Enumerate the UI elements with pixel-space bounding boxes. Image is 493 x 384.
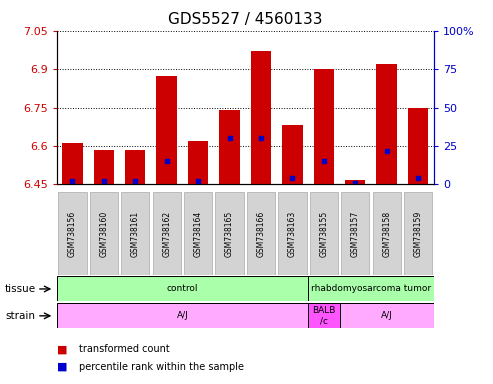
FancyBboxPatch shape (121, 192, 149, 275)
FancyBboxPatch shape (341, 192, 369, 275)
Text: GSM738155: GSM738155 (319, 210, 328, 257)
FancyBboxPatch shape (57, 303, 308, 328)
Text: GSM738163: GSM738163 (288, 210, 297, 257)
Text: GSM738157: GSM738157 (351, 210, 360, 257)
FancyBboxPatch shape (90, 192, 118, 275)
Bar (282, 126, 303, 184)
Text: GSM738166: GSM738166 (256, 210, 266, 257)
Text: A/J: A/J (381, 311, 392, 320)
FancyBboxPatch shape (308, 276, 434, 301)
Text: GSM738158: GSM738158 (382, 210, 391, 257)
Text: percentile rank within the sample: percentile rank within the sample (79, 362, 244, 372)
Text: tissue: tissue (5, 284, 36, 294)
Bar (219, 110, 240, 184)
Text: GDS5527 / 4560133: GDS5527 / 4560133 (168, 12, 322, 26)
Text: GSM738156: GSM738156 (68, 210, 77, 257)
Bar (125, 150, 145, 184)
FancyBboxPatch shape (184, 192, 212, 275)
Bar (314, 69, 334, 184)
Bar (408, 108, 428, 184)
Text: GSM738161: GSM738161 (131, 210, 140, 257)
FancyBboxPatch shape (373, 192, 401, 275)
Text: GSM738164: GSM738164 (194, 210, 203, 257)
FancyBboxPatch shape (404, 192, 432, 275)
Text: strain: strain (5, 311, 35, 321)
Bar (345, 180, 365, 184)
Bar (156, 76, 177, 184)
Text: A/J: A/J (176, 311, 188, 320)
Bar (94, 150, 114, 184)
Bar (251, 51, 271, 184)
Bar (377, 64, 397, 184)
FancyBboxPatch shape (247, 192, 275, 275)
FancyBboxPatch shape (278, 192, 307, 275)
Text: GSM738165: GSM738165 (225, 210, 234, 257)
FancyBboxPatch shape (215, 192, 244, 275)
FancyBboxPatch shape (310, 192, 338, 275)
FancyBboxPatch shape (58, 192, 87, 275)
Text: GSM738162: GSM738162 (162, 210, 171, 257)
Text: control: control (167, 285, 198, 293)
FancyBboxPatch shape (308, 303, 340, 328)
Text: BALB
/c: BALB /c (312, 306, 336, 326)
Text: transformed count: transformed count (79, 344, 170, 354)
FancyBboxPatch shape (340, 303, 434, 328)
Bar (62, 143, 83, 184)
Text: ■: ■ (57, 362, 67, 372)
FancyBboxPatch shape (57, 276, 308, 301)
Text: rhabdomyosarcoma tumor: rhabdomyosarcoma tumor (311, 285, 431, 293)
FancyBboxPatch shape (152, 192, 181, 275)
Text: ■: ■ (57, 344, 67, 354)
Bar (188, 141, 209, 184)
Text: GSM738160: GSM738160 (99, 210, 108, 257)
Text: GSM738159: GSM738159 (414, 210, 423, 257)
